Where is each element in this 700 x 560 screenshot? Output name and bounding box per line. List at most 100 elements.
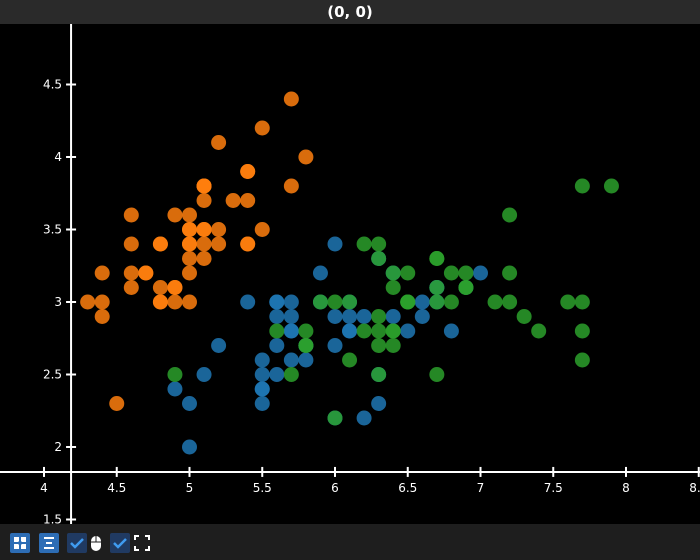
data-point xyxy=(371,323,387,339)
data-point xyxy=(240,193,256,208)
data-point xyxy=(385,309,401,324)
window-title: (0, 0) xyxy=(0,0,700,24)
data-points xyxy=(80,91,619,455)
data-point xyxy=(356,410,372,426)
data-point xyxy=(196,222,212,237)
y-tick-label: 3 xyxy=(54,295,62,309)
axes: 4 4.5 5 5.5 6 6.5 7 7.5 8 8.5 1.5 2 2.5 3 3.5 4 4.5 xyxy=(0,24,700,524)
data-point xyxy=(182,207,197,223)
align-center-icon xyxy=(44,537,54,549)
data-point xyxy=(487,294,503,310)
data-point xyxy=(574,178,590,194)
data-point xyxy=(240,236,256,252)
data-point xyxy=(371,367,387,382)
data-point xyxy=(167,294,183,310)
data-point xyxy=(356,309,372,324)
data-point xyxy=(298,323,314,339)
data-point xyxy=(152,236,168,252)
data-point xyxy=(254,396,270,411)
data-point xyxy=(327,410,343,426)
data-point xyxy=(254,222,270,237)
checkbox-icon xyxy=(113,538,127,549)
toggle-checkbox-1[interactable] xyxy=(67,533,87,553)
data-point xyxy=(342,352,358,368)
data-point xyxy=(458,280,474,295)
data-point xyxy=(182,265,197,281)
checkbox-icon xyxy=(70,538,84,549)
data-point xyxy=(80,294,96,310)
data-point xyxy=(283,91,299,107)
y-tick-label: 1.5 xyxy=(43,513,62,525)
data-point xyxy=(196,193,212,208)
toggle-checkbox-2[interactable] xyxy=(110,533,130,553)
data-point xyxy=(123,265,139,281)
align-button[interactable] xyxy=(39,533,59,553)
pan-zoom-button[interactable] xyxy=(10,533,30,553)
data-point xyxy=(196,251,212,266)
data-point xyxy=(283,178,299,194)
data-point xyxy=(269,323,285,339)
data-point xyxy=(167,367,183,382)
y-tick-label: 3.5 xyxy=(43,223,62,237)
fullscreen-button[interactable] xyxy=(132,533,152,553)
data-point xyxy=(240,164,256,179)
data-point xyxy=(385,280,401,295)
data-point xyxy=(123,280,139,295)
data-point xyxy=(342,323,358,339)
fullscreen-icon xyxy=(134,535,150,551)
x-tick-label: 4 xyxy=(40,481,48,495)
data-point xyxy=(342,309,358,324)
data-point xyxy=(574,323,590,339)
data-point xyxy=(196,367,212,382)
data-point xyxy=(269,294,285,310)
x-tick-label: 8.5 xyxy=(689,481,700,495)
data-point xyxy=(356,236,372,252)
data-point xyxy=(254,352,270,368)
scatter-plot[interactable]: 4 4.5 5 5.5 6 6.5 7 7.5 8 8.5 1.5 2 2.5 3 3.5 4 4.5 xyxy=(0,24,700,524)
data-point xyxy=(211,338,227,353)
data-point xyxy=(211,135,227,150)
data-point xyxy=(371,251,387,266)
data-point xyxy=(269,367,285,382)
data-point xyxy=(109,396,125,411)
data-point xyxy=(312,294,328,310)
x-tick-label: 7.5 xyxy=(544,481,563,495)
data-point xyxy=(371,396,387,411)
data-point xyxy=(94,309,110,324)
data-point xyxy=(298,352,314,368)
data-point xyxy=(385,323,401,339)
data-point xyxy=(385,265,401,281)
x-tick-label: 6.5 xyxy=(398,481,417,495)
data-point xyxy=(225,193,241,208)
data-point xyxy=(298,149,314,165)
data-point xyxy=(167,207,183,223)
data-point xyxy=(283,323,299,339)
x-tick-label: 7 xyxy=(477,481,485,495)
data-point xyxy=(443,323,459,339)
data-point xyxy=(211,236,227,252)
data-point xyxy=(502,207,518,223)
data-point xyxy=(502,265,518,281)
data-point xyxy=(182,251,197,266)
data-point xyxy=(240,294,256,310)
data-point xyxy=(254,120,270,136)
data-point xyxy=(152,280,168,295)
data-point xyxy=(429,251,445,266)
data-point xyxy=(94,294,110,310)
data-point xyxy=(123,207,139,223)
x-tick-label: 5 xyxy=(186,481,194,495)
data-point xyxy=(356,323,372,339)
data-point xyxy=(283,352,299,368)
mouse-toggle[interactable] xyxy=(89,533,103,553)
data-point xyxy=(182,294,197,310)
data-point xyxy=(400,265,416,281)
data-point xyxy=(167,381,183,397)
data-point xyxy=(429,280,445,295)
data-point xyxy=(312,265,328,281)
data-point xyxy=(531,323,547,339)
data-point xyxy=(196,178,212,194)
data-point xyxy=(603,178,619,194)
data-point xyxy=(414,294,430,310)
data-point xyxy=(211,222,227,237)
data-point xyxy=(283,294,299,310)
